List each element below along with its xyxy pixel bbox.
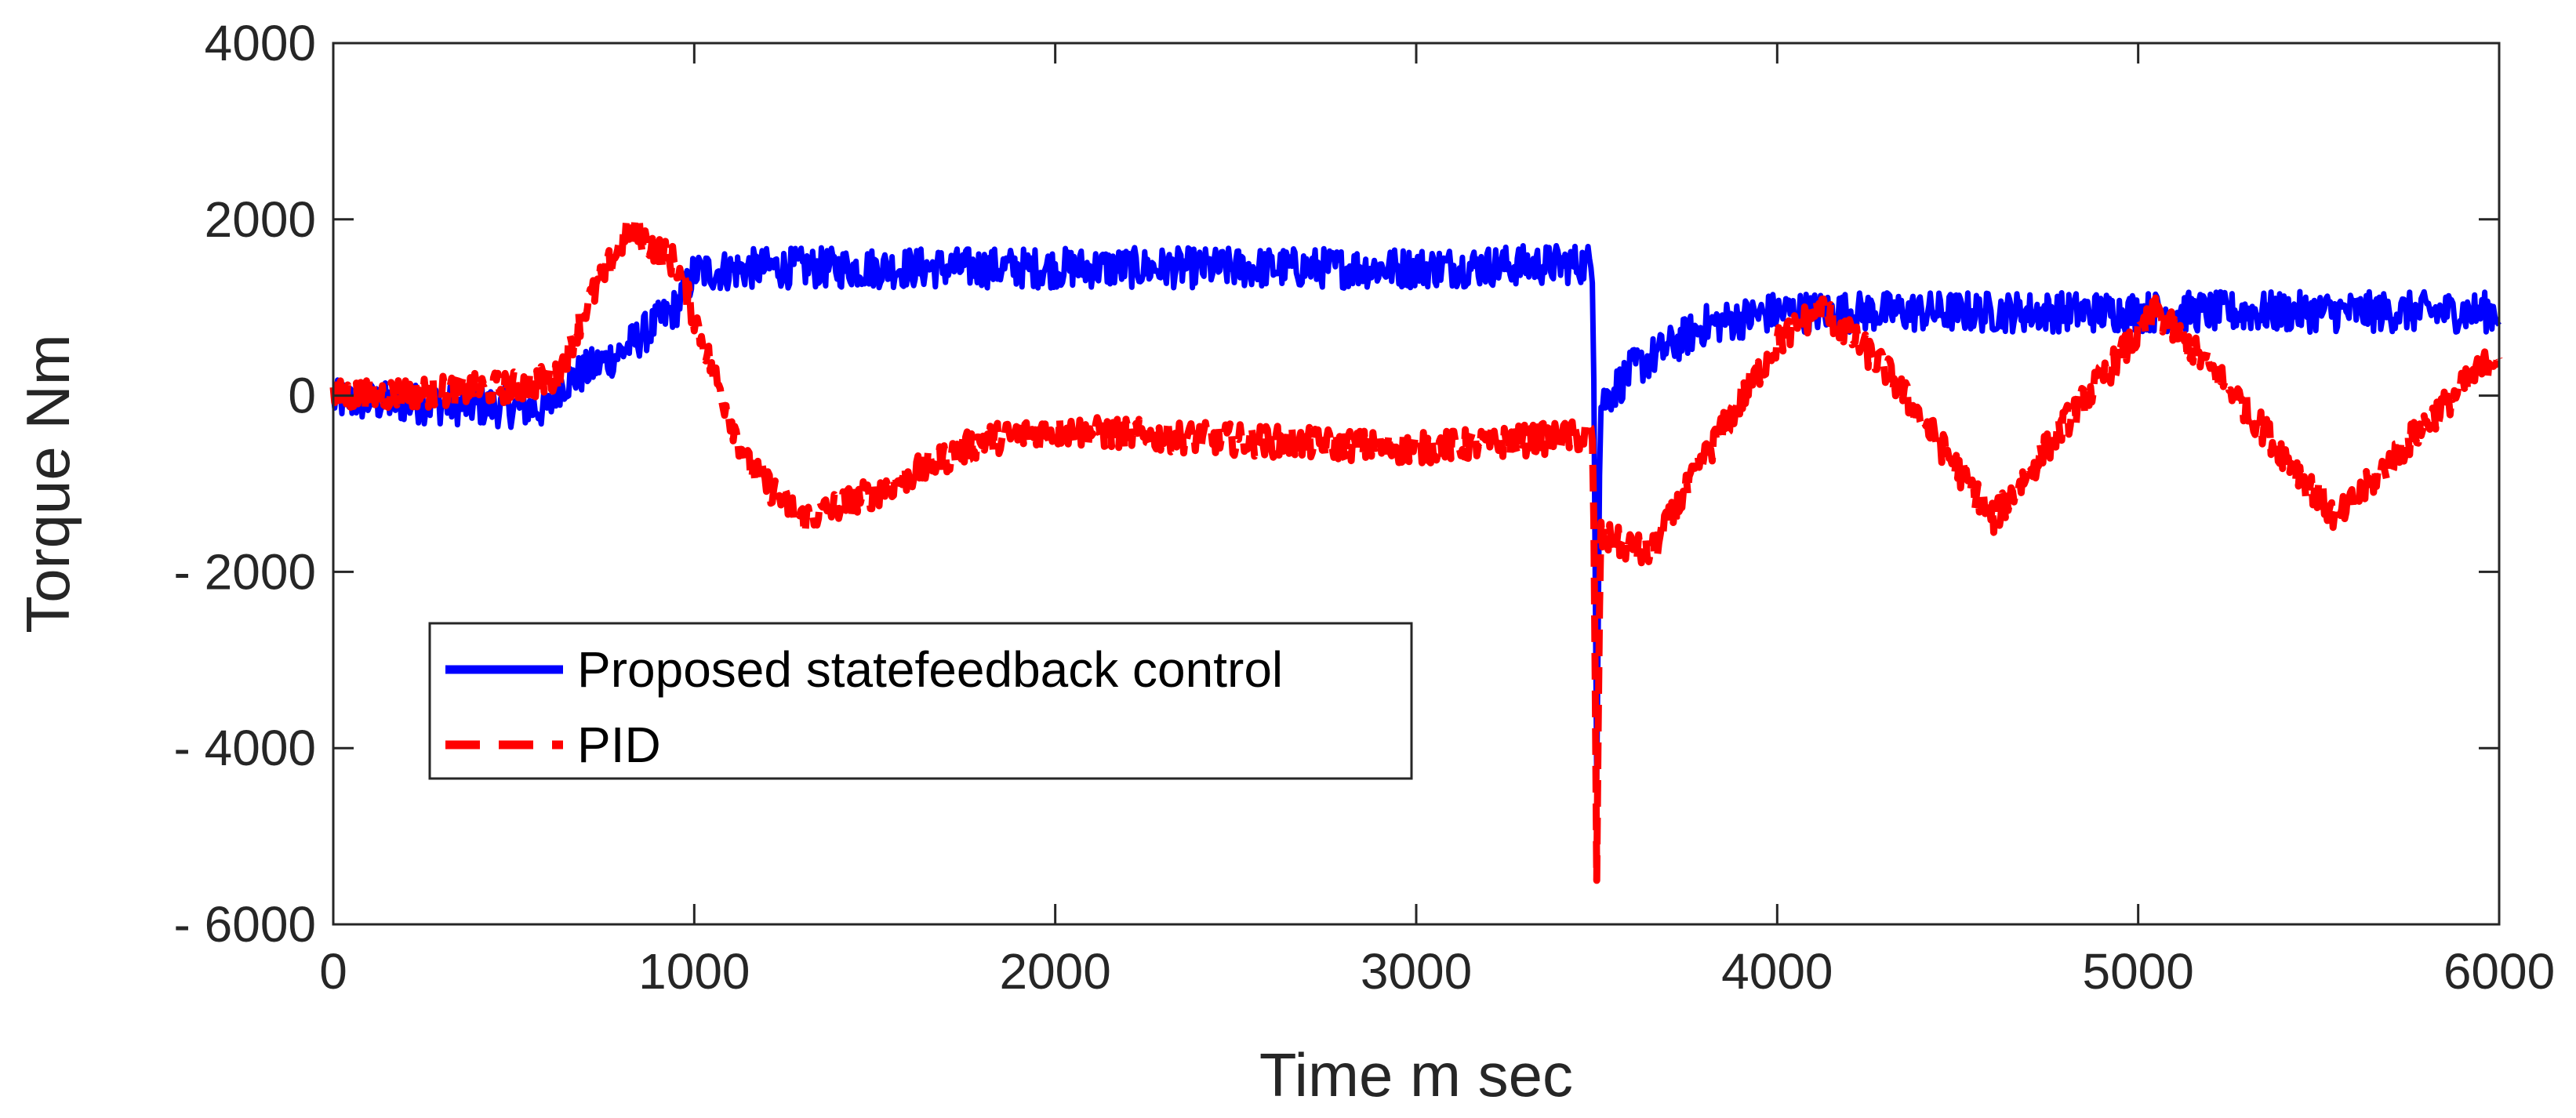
y-tick-label: - 2000 [174, 543, 316, 600]
x-tick-label: 5000 [2082, 943, 2193, 1000]
legend-label-series-1: Proposed statefeedback control [577, 641, 1283, 698]
y-axis-label: Torque Nm [13, 334, 82, 633]
x-tick-label: 0 [319, 943, 347, 1000]
x-tick-label: 3000 [1361, 943, 1472, 1000]
y-tick-label: - 4000 [174, 720, 316, 776]
x-tick-label: 4000 [1721, 943, 1833, 1000]
legend: Proposed statefeedback control PID [428, 622, 1413, 780]
series-line-2 [329, 215, 2503, 884]
tick-layer: 0 1000 2000 3000 4000 5000 6000 4000 2000 0 - 2000… [174, 15, 2556, 1000]
x-tick-label: 1000 [638, 943, 750, 1000]
y-tick-label: - 6000 [174, 896, 316, 953]
legend-box [428, 622, 1413, 780]
legend-label-series-2: PID [577, 717, 661, 773]
y-tick-label: 4000 [205, 15, 316, 71]
x-tick-label: 2000 [999, 943, 1110, 1000]
series-layer [329, 215, 2503, 884]
y-tick-label: 2000 [205, 191, 316, 248]
y-tick-label: 0 [288, 368, 316, 424]
series-line-1 [330, 243, 2502, 782]
x-axis-label: Time m sec [1259, 1040, 1573, 1109]
x-tick-label: 6000 [2443, 943, 2555, 1000]
